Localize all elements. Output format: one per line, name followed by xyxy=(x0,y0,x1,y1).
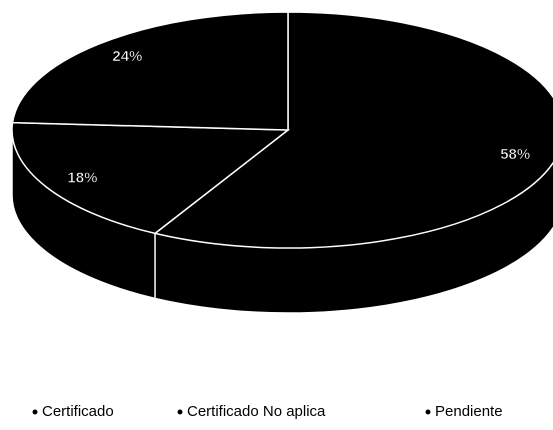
data-label: 24% xyxy=(112,48,142,65)
legend-label: Pendiente xyxy=(435,403,503,420)
legend-label: Certificado xyxy=(42,403,114,420)
legend-label: Certificado No aplica xyxy=(187,403,326,420)
legend-marker xyxy=(425,409,431,415)
pie-slice xyxy=(153,11,553,249)
data-label: 18% xyxy=(67,169,97,186)
legend-marker xyxy=(32,409,38,415)
data-label: 58% xyxy=(500,146,530,163)
pie-slice xyxy=(11,121,291,235)
legend-marker xyxy=(177,409,183,415)
pie-slice xyxy=(11,11,289,131)
